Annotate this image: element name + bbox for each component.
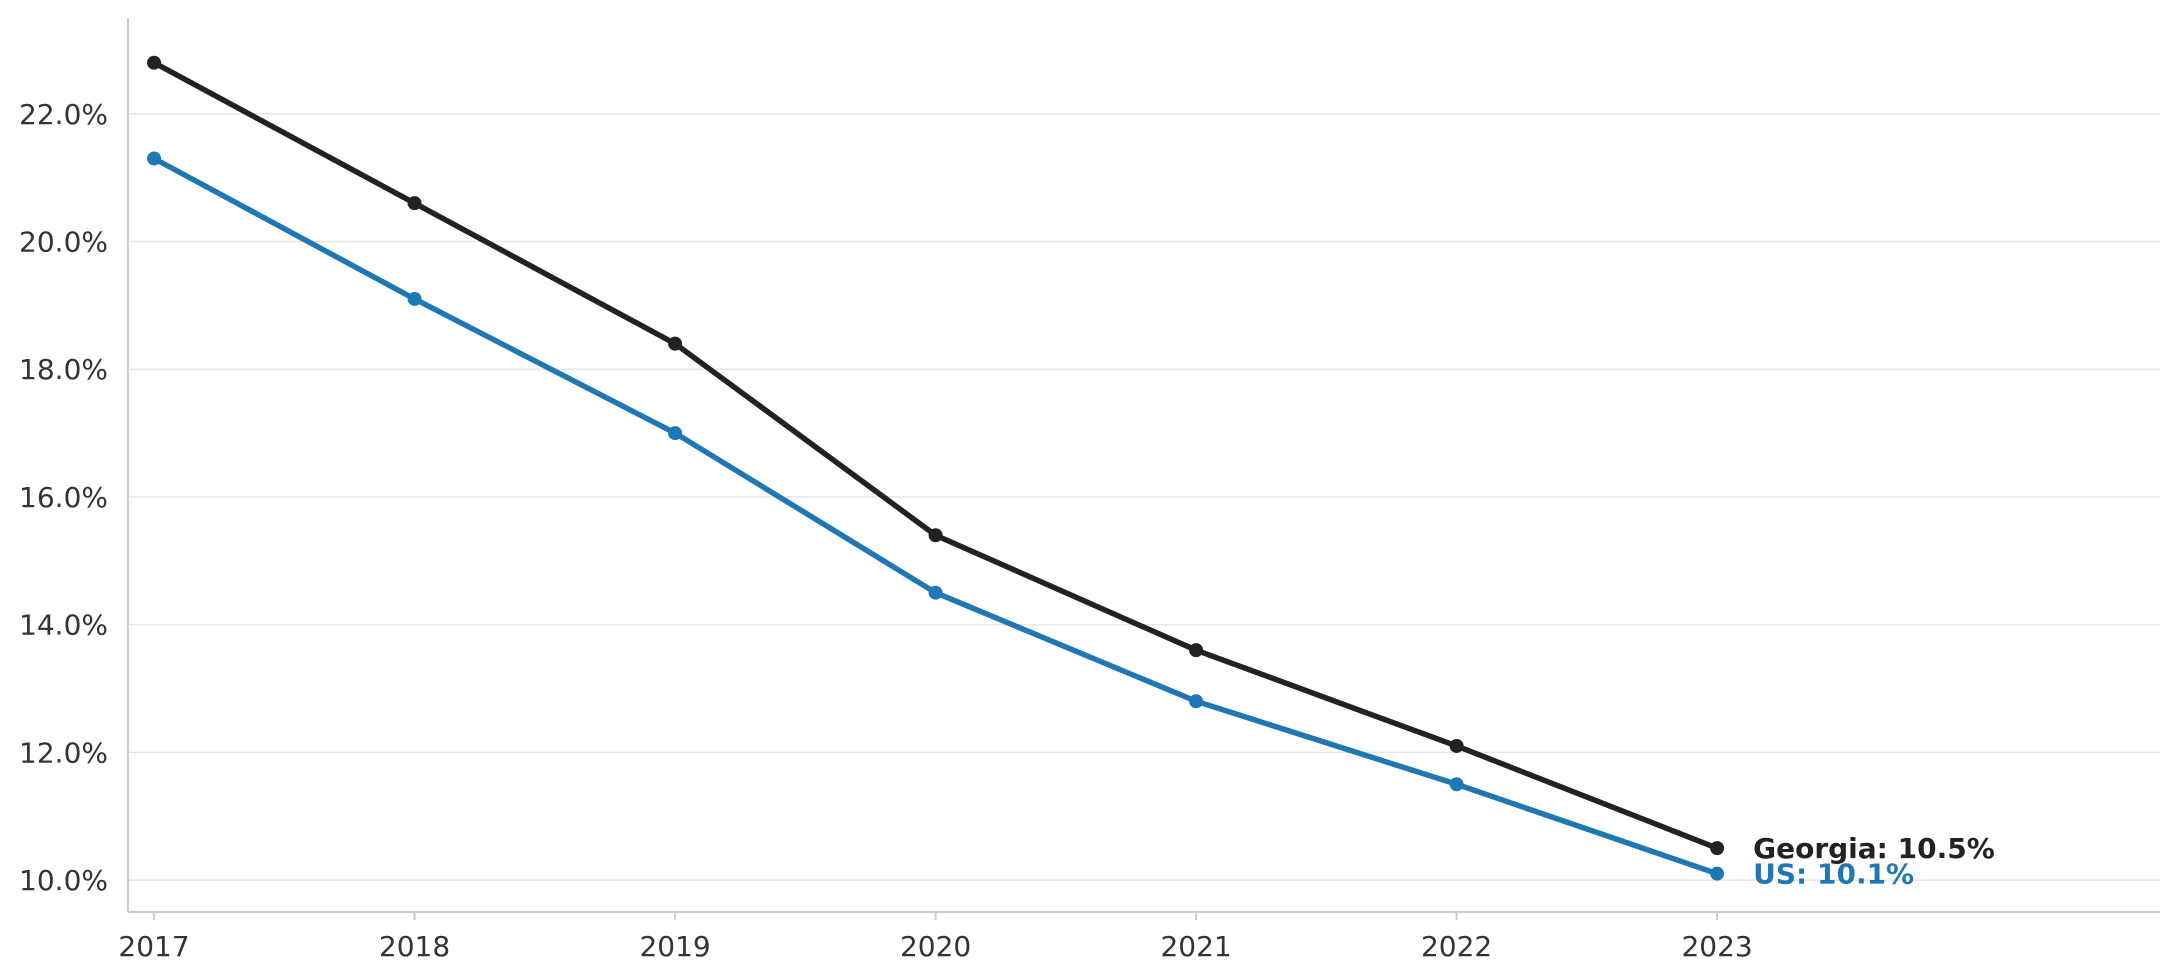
y-tick-label: 18.0%: [19, 353, 108, 386]
data-point-georgia: [407, 196, 422, 211]
x-tick-label: 2022: [1421, 930, 1492, 963]
data-point-us: [1449, 777, 1464, 792]
x-tick-label: 2018: [379, 930, 450, 963]
y-tick-label: 20.0%: [19, 226, 108, 259]
y-tick-label: 10.0%: [19, 864, 108, 897]
y-tick-label: 16.0%: [19, 481, 108, 514]
data-point-us: [668, 426, 683, 441]
data-point-us: [147, 151, 162, 166]
series-line-us: [151, 155, 1720, 877]
axis-layer: [127, 18, 2160, 920]
y-tick-label: 12.0%: [19, 736, 108, 769]
data-point-us: [1189, 694, 1204, 709]
y-tick-label: 14.0%: [19, 609, 108, 642]
data-point-georgia: [668, 336, 683, 351]
grid-layer: [128, 113, 2160, 881]
data-point-georgia: [928, 528, 943, 543]
series-layer: [147, 55, 1725, 881]
data-point-georgia: [1189, 643, 1204, 658]
data-point-us: [1710, 866, 1725, 881]
data-point-us: [928, 585, 943, 600]
y-tick-label: 22.0%: [19, 98, 108, 131]
x-tick-label: 2021: [1160, 930, 1231, 963]
data-point-georgia: [1449, 738, 1464, 753]
series-line-georgia: [151, 59, 1720, 851]
data-point-georgia: [147, 55, 162, 70]
x-tick-label: 2023: [1681, 930, 1752, 963]
x-tick-label: 2019: [639, 930, 710, 963]
label-layer: 10.0% 12.0% 14.0% 16.0% 18.0% 20.0% 22.0% 2017 2…: [19, 98, 1995, 963]
x-tick-label: 2017: [118, 930, 189, 963]
end-label-us: US: 10.1%: [1753, 858, 1914, 891]
data-point-georgia: [1710, 841, 1725, 856]
x-tick-label: 2020: [900, 930, 971, 963]
end-label-georgia: Georgia: 10.5%: [1753, 832, 1995, 865]
data-point-us: [407, 291, 422, 306]
